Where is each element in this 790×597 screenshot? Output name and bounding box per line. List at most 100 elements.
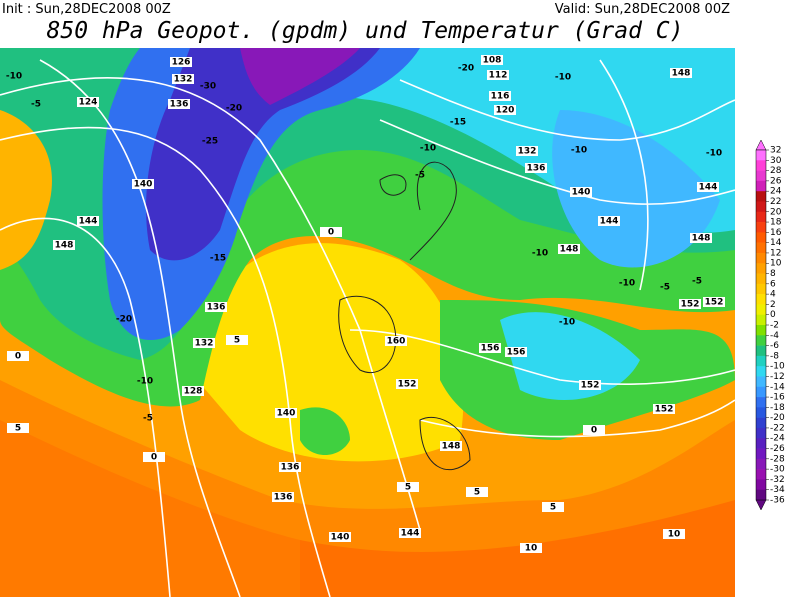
colorbar-band bbox=[756, 294, 766, 305]
colorbar-band bbox=[756, 479, 766, 491]
contour-label: 126 bbox=[172, 58, 191, 68]
colorbar-band bbox=[756, 438, 766, 449]
contour-label: 5 bbox=[550, 503, 556, 513]
colorbar-label: 22 bbox=[770, 197, 781, 207]
colorbar-label: 0 bbox=[770, 310, 776, 320]
colorbar-label: 24 bbox=[770, 187, 782, 197]
colorbar-band bbox=[756, 397, 766, 408]
label-box bbox=[53, 240, 75, 250]
colorbar-label: -36 bbox=[770, 496, 785, 506]
contour-label: -5 bbox=[143, 414, 153, 424]
contour-label: 10 bbox=[668, 530, 681, 540]
label-box bbox=[558, 244, 580, 254]
contour-label: 0 bbox=[328, 228, 334, 238]
label-box bbox=[670, 68, 692, 78]
contour-label: 152 bbox=[398, 380, 417, 390]
colorbar-label: 10 bbox=[770, 259, 782, 269]
colorbar-label: -12 bbox=[770, 372, 785, 382]
contour-label: 144 bbox=[401, 529, 420, 539]
label-box bbox=[275, 408, 297, 418]
label-box bbox=[466, 487, 488, 497]
colorbar-label: -10 bbox=[770, 362, 785, 372]
contour-label: 0 bbox=[151, 453, 157, 463]
colorbar-label: 20 bbox=[770, 207, 782, 217]
colorbar-band bbox=[756, 325, 766, 336]
colorbar-band bbox=[756, 407, 766, 418]
contour-label: 148 bbox=[692, 234, 711, 244]
contour-label: -10 bbox=[137, 377, 153, 387]
colorbar-band bbox=[756, 232, 766, 243]
colorbar-label: 8 bbox=[770, 269, 776, 279]
label-box bbox=[494, 105, 516, 115]
contour-label: 0 bbox=[591, 426, 597, 436]
colorbar-label: 32 bbox=[770, 146, 781, 156]
contour-label: -5 bbox=[31, 100, 41, 110]
contour-label: 140 bbox=[134, 180, 153, 190]
map-title: 850 hPa Geopot. (gpdm) und Temperatur (G… bbox=[47, 18, 684, 44]
contour-label: 140 bbox=[331, 533, 350, 543]
label-box bbox=[690, 233, 712, 243]
colorbar-label: 14 bbox=[770, 238, 782, 248]
label-box bbox=[481, 55, 503, 65]
contour-label: -10 bbox=[555, 73, 571, 83]
contour-label: 5 bbox=[474, 488, 480, 498]
label-box bbox=[132, 179, 154, 189]
label-box bbox=[77, 97, 99, 107]
colorbar-label: 26 bbox=[770, 176, 782, 186]
contour-label: -5 bbox=[415, 171, 425, 181]
label-box bbox=[226, 335, 248, 345]
contour-label: 152 bbox=[705, 298, 724, 308]
colorbar-band bbox=[756, 366, 766, 377]
label-box bbox=[7, 423, 29, 433]
label-box bbox=[525, 163, 547, 173]
label-box bbox=[77, 216, 99, 226]
colorbar-label: -30 bbox=[770, 465, 785, 475]
contour-label: -10 bbox=[619, 279, 635, 289]
contour-label: 140 bbox=[277, 409, 296, 419]
colorbar-label: -6 bbox=[770, 341, 779, 351]
label-box bbox=[399, 528, 421, 538]
colorbar-band bbox=[756, 273, 766, 285]
contour-label: 112 bbox=[489, 71, 508, 81]
contour-label: -10 bbox=[6, 72, 22, 82]
label-box bbox=[679, 299, 701, 309]
label-box bbox=[479, 343, 501, 353]
label-box bbox=[193, 338, 215, 348]
colorbar-label: 28 bbox=[770, 166, 782, 176]
colorbar-label: 16 bbox=[770, 228, 782, 238]
contour-label: -5 bbox=[692, 277, 702, 287]
colorbar-label: 30 bbox=[770, 156, 782, 166]
colorbar-label: -8 bbox=[770, 351, 779, 361]
contour-label: -10 bbox=[532, 249, 548, 259]
label-box bbox=[516, 146, 538, 156]
label-box bbox=[703, 297, 725, 307]
label-box bbox=[320, 227, 342, 237]
label-box bbox=[653, 404, 675, 414]
colorbar-label: -14 bbox=[770, 382, 785, 392]
contour-label: 148 bbox=[672, 69, 691, 79]
contour-label: 136 bbox=[274, 493, 293, 503]
label-box bbox=[487, 70, 509, 80]
contour-label: 5 bbox=[405, 483, 411, 493]
contour-label: 120 bbox=[496, 106, 515, 116]
contour-label: 128 bbox=[184, 387, 203, 397]
contour-label: -20 bbox=[226, 104, 242, 114]
contour-label: 10 bbox=[525, 544, 538, 554]
geopotential-contours bbox=[0, 59, 735, 597]
colorbar-label: 12 bbox=[770, 248, 781, 258]
colorbar-label: -4 bbox=[770, 331, 779, 341]
contour-label: -10 bbox=[420, 144, 436, 154]
contour-label: -20 bbox=[458, 64, 474, 74]
colorbar-band bbox=[756, 263, 766, 274]
contour-label: 152 bbox=[581, 381, 600, 391]
contour-label: 160 bbox=[387, 337, 406, 347]
colorbar-band bbox=[756, 376, 766, 388]
colorbar-band bbox=[756, 314, 766, 326]
colorbar-label: -26 bbox=[770, 444, 785, 454]
contour-label: 144 bbox=[699, 183, 718, 193]
contour-label: 136 bbox=[170, 100, 189, 110]
contour-label: 156 bbox=[481, 344, 500, 354]
colorbar-label: 4 bbox=[770, 290, 776, 300]
colorbar-label: -18 bbox=[770, 403, 785, 413]
